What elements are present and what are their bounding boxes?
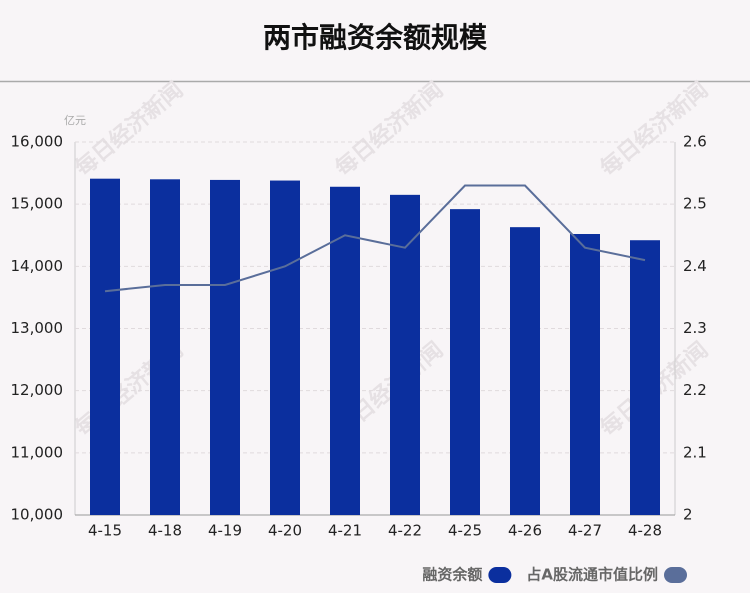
bar	[150, 179, 180, 516]
x-tick-label: 4-18	[148, 522, 182, 540]
y2-tick-label: 2.4	[683, 257, 707, 275]
y-tick-label: 12,000	[11, 381, 64, 399]
y2-tick-label: 2.5	[683, 195, 707, 213]
bar	[450, 209, 480, 515]
y2-tick-label: 2.6	[683, 133, 707, 151]
y-tick-label: 11,000	[11, 443, 64, 461]
y-tick-label: 10,000	[11, 506, 64, 524]
x-tick-label: 4-28	[628, 522, 662, 540]
y-unit: 亿元	[64, 114, 86, 127]
x-tick-label: 4-19	[208, 522, 242, 540]
y2-tick-label: 2	[683, 506, 693, 524]
y-tick-label: 16,000	[11, 133, 64, 151]
x-tick-label: 4-21	[328, 522, 362, 540]
bar	[390, 194, 420, 515]
x-tick-label: 4-15	[88, 522, 122, 540]
y-tick-label: 15,000	[11, 195, 64, 213]
legend-swatch	[664, 567, 687, 583]
bar	[90, 178, 120, 515]
bar	[270, 180, 300, 515]
x-tick-label: 4-25	[448, 522, 482, 540]
y-tick-label: 14,000	[11, 257, 64, 275]
legend-label: 融资余额	[422, 566, 482, 584]
legend-swatch	[488, 567, 512, 583]
y-tick-label: 13,000	[11, 319, 64, 337]
x-tick-label: 4-20	[268, 522, 302, 540]
y2-tick-label: 2.2	[683, 381, 707, 399]
legend-label: 占A股流通市值比例	[526, 566, 658, 584]
x-tick-label: 4-22	[388, 522, 422, 540]
line	[104, 184, 646, 293]
x-tick-label: 4-27	[568, 522, 602, 540]
chart-title: 两市融资余额规模	[263, 21, 488, 54]
bar	[210, 179, 240, 515]
bar	[510, 227, 540, 515]
bar	[630, 240, 660, 515]
y2-tick-label: 2.1	[683, 443, 707, 461]
x-tick-label: 4-26	[508, 522, 542, 540]
bar	[570, 234, 600, 516]
y2-tick-label: 2.3	[683, 319, 707, 337]
